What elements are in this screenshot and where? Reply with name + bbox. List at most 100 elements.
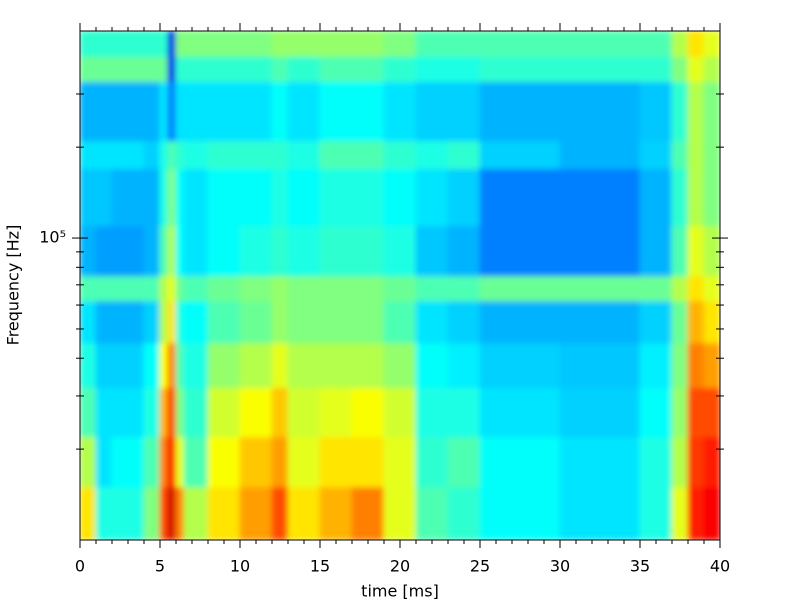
cell [167,140,177,169]
cell [687,275,705,302]
cell [167,31,177,57]
cell [80,140,97,169]
cell [271,342,289,388]
cell [415,300,449,344]
cell [95,342,113,388]
cell [287,300,321,344]
cell [415,486,449,540]
cell [559,436,641,488]
cell [95,275,113,302]
cell [687,140,705,169]
cell [559,486,641,540]
cell [319,436,353,488]
cell [479,300,561,344]
cell [687,31,705,57]
cell [159,80,169,142]
cell [143,31,161,57]
cell [287,55,321,82]
cell [383,386,417,438]
cell [143,55,161,82]
cell [271,140,289,169]
cell [447,300,481,344]
cell [479,225,561,277]
cell [239,167,273,227]
cell [703,342,720,388]
cell [671,55,689,82]
cell [183,386,209,438]
cell [479,486,561,540]
cell [671,80,689,142]
cell [175,386,185,438]
cell [671,275,689,302]
cell [319,167,353,227]
cell [207,486,241,540]
cell [183,31,209,57]
cell [447,225,481,277]
cell [175,31,185,57]
cell [239,55,273,82]
cell [415,31,449,57]
cell [80,486,97,540]
cell [143,436,161,488]
cell [671,386,689,438]
cell [207,140,241,169]
cell [167,486,177,540]
cell [207,436,241,488]
cell [415,386,449,438]
cell [447,486,481,540]
cell [271,275,289,302]
cell [319,225,353,277]
cell [111,225,145,277]
cell [319,140,353,169]
cell [143,80,161,142]
cell [671,167,689,227]
cell [271,167,289,227]
cell [80,167,97,227]
cell [111,55,145,82]
cell [639,486,673,540]
cell [687,342,705,388]
cell [271,225,289,277]
cell [639,300,673,344]
x-axis-label: time [ms] [361,582,439,600]
cell [111,436,145,488]
y-axis-label: Frequency [Hz] [4,225,23,346]
cell [287,167,321,227]
cell [287,275,321,302]
cell [687,486,705,540]
cell [671,140,689,169]
cell [447,55,481,82]
cell [447,80,481,142]
cell [479,80,561,142]
cell [111,486,145,540]
cell [175,342,185,388]
cell [559,386,641,438]
cell [351,486,385,540]
cell [703,300,720,344]
cell [159,486,169,540]
x-tick-label: 30 [550,557,570,576]
cell [95,140,113,169]
cell [415,436,449,488]
cell [479,386,561,438]
cell [671,342,689,388]
cell [207,80,241,142]
cell [351,140,385,169]
cell [447,31,481,57]
cell [687,167,705,227]
cell [167,386,177,438]
cell [559,167,641,227]
cell [239,386,273,438]
cell [159,140,169,169]
cell [239,225,273,277]
cell [111,300,145,344]
cell [207,386,241,438]
x-tick-label: 35 [630,557,650,576]
cell [207,55,241,82]
cell [415,140,449,169]
cell [271,486,289,540]
cell [80,275,97,302]
cell [447,386,481,438]
cell [143,386,161,438]
